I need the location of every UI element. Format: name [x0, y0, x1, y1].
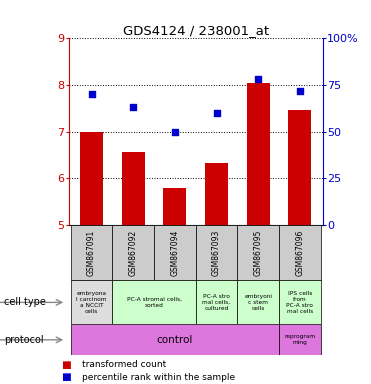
Text: PC-A stro
mal cells,
cultured: PC-A stro mal cells, cultured	[203, 294, 231, 311]
FancyBboxPatch shape	[71, 225, 112, 280]
Point	[255, 76, 261, 83]
FancyBboxPatch shape	[279, 225, 321, 280]
Text: GSM867094: GSM867094	[170, 229, 179, 276]
Text: embryona
l carcinom
a NCCIT
cells: embryona l carcinom a NCCIT cells	[76, 291, 107, 314]
FancyBboxPatch shape	[71, 280, 112, 324]
FancyBboxPatch shape	[196, 280, 237, 324]
Text: PC-A stromal cells,
sorted: PC-A stromal cells, sorted	[127, 297, 181, 308]
Text: GSM867096: GSM867096	[295, 229, 304, 276]
Bar	[122, 152, 145, 225]
Point	[89, 91, 95, 98]
FancyBboxPatch shape	[112, 280, 196, 324]
FancyBboxPatch shape	[237, 225, 279, 280]
Bar	[247, 83, 270, 225]
Text: GSM867093: GSM867093	[212, 229, 221, 276]
Bar	[205, 163, 228, 225]
Text: embryoni
c stem
cells: embryoni c stem cells	[244, 294, 272, 311]
Point	[297, 88, 303, 94]
Text: ■: ■	[61, 372, 71, 382]
Text: GSM867091: GSM867091	[87, 229, 96, 276]
FancyBboxPatch shape	[154, 225, 196, 280]
Text: percentile rank within the sample: percentile rank within the sample	[82, 372, 235, 382]
Text: cell type: cell type	[4, 297, 46, 308]
Text: reprogram
ming: reprogram ming	[284, 334, 315, 345]
Bar	[288, 110, 311, 225]
FancyBboxPatch shape	[237, 280, 279, 324]
Text: transformed count: transformed count	[82, 360, 166, 369]
Text: IPS cells
from
PC-A stro
mal cells: IPS cells from PC-A stro mal cells	[286, 291, 313, 314]
FancyBboxPatch shape	[71, 324, 279, 355]
Title: GDS4124 / 238001_at: GDS4124 / 238001_at	[123, 24, 269, 37]
Point	[172, 128, 178, 135]
Text: ■: ■	[61, 360, 71, 370]
Point	[130, 104, 136, 110]
Bar	[163, 188, 186, 225]
Text: protocol: protocol	[4, 335, 43, 345]
FancyBboxPatch shape	[279, 280, 321, 324]
Text: control: control	[157, 335, 193, 345]
Point	[214, 110, 220, 116]
Text: GSM867095: GSM867095	[254, 229, 263, 276]
Bar	[80, 131, 103, 225]
FancyBboxPatch shape	[279, 324, 321, 355]
FancyBboxPatch shape	[112, 225, 154, 280]
Text: GSM867092: GSM867092	[129, 229, 138, 276]
FancyBboxPatch shape	[196, 225, 237, 280]
